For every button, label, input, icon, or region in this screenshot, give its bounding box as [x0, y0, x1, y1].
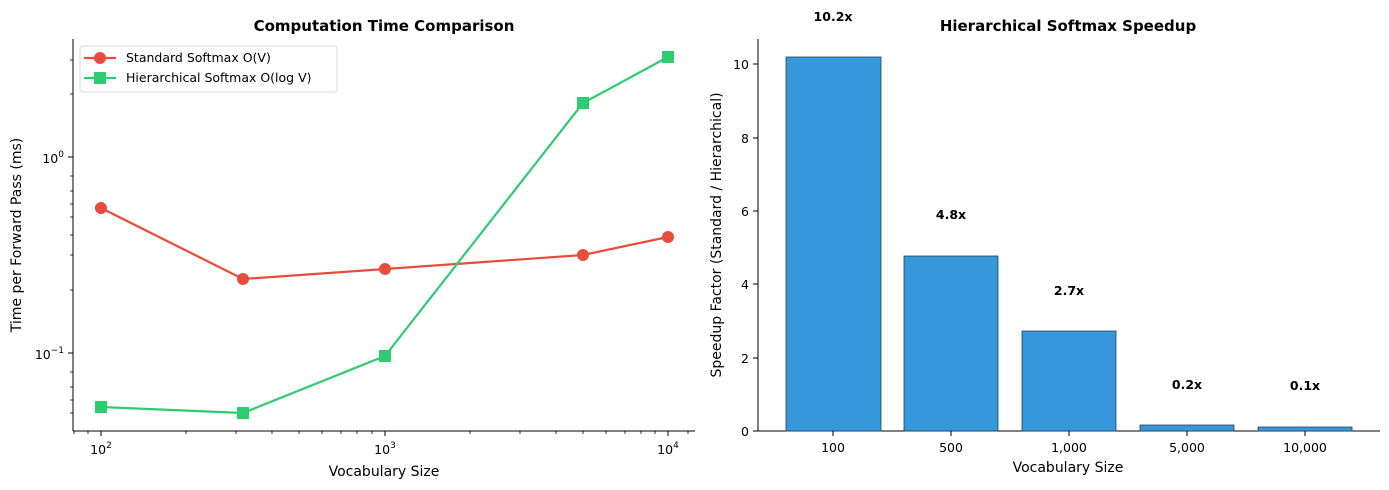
svg-text:Hierarchical Softmax O(log V): Hierarchical Softmax O(log V)	[126, 70, 312, 85]
right-chart-title: Hierarchical Softmax Speedup	[940, 17, 1197, 35]
right-x-tick-label: 500	[939, 440, 963, 455]
left-y-minor-ticks	[70, 59, 73, 414]
data-point	[662, 51, 674, 63]
right-y-tick-label: 2	[741, 351, 749, 366]
right-y-tick-label: 10	[733, 57, 749, 72]
right-chart: Hierarchical Softmax Speedup 0 2 4 6 8 1…	[709, 9, 1380, 476]
bar	[785, 56, 882, 432]
right-x-tick-label: 100	[821, 440, 845, 455]
data-point	[379, 350, 391, 362]
circle-marker-icon	[94, 52, 106, 64]
left-y-major-ticks	[68, 156, 73, 354]
right-x-tick-label: 1,000	[1051, 440, 1087, 455]
left-x-tick-label: 103	[374, 441, 396, 457]
data-point	[237, 407, 249, 419]
bar	[1257, 426, 1353, 432]
data-point	[95, 401, 107, 413]
right-x-tick-label: 5,000	[1169, 440, 1205, 455]
bar-value-label: 10.2x	[814, 9, 853, 24]
left-x-tick-label: 102	[90, 441, 112, 457]
right-y-axis-label: Speedup Factor (Standard / Hierarchical)	[709, 92, 725, 377]
left-x-tick-label: 104	[657, 441, 679, 457]
data-point	[95, 202, 107, 214]
legend: Standard Softmax O(V) Hierarchical Softm…	[79, 45, 338, 93]
left-x-minor-ticks	[73, 431, 689, 434]
svg-text:Standard Softmax O(V): Standard Softmax O(V)	[126, 50, 271, 65]
data-point	[662, 231, 674, 243]
data-point	[577, 97, 589, 109]
bars	[785, 56, 1353, 432]
right-y-tick-label: 0	[741, 424, 749, 439]
right-y-tick-label: 8	[741, 131, 749, 146]
legend-item-standard: Standard Softmax O(V)	[84, 50, 271, 65]
left-chart: Computation Time Comparison	[9, 17, 695, 480]
right-y-ticks	[753, 63, 758, 432]
left-y-tick-label: 100	[42, 150, 64, 166]
bar-value-label: 0.1x	[1290, 378, 1320, 393]
left-x-axis-label: Vocabulary Size	[329, 464, 440, 480]
bar	[1139, 424, 1235, 432]
right-x-ticks	[832, 431, 1306, 436]
bar	[1021, 330, 1117, 432]
bar-value-label: 0.2x	[1172, 377, 1202, 392]
series-standard-softmax	[95, 202, 674, 285]
bar	[903, 255, 999, 432]
left-y-tick-label: 10−1	[35, 346, 64, 362]
right-x-tick-label: 10,000	[1283, 440, 1327, 455]
right-x-axis-label: Vocabulary Size	[1013, 460, 1124, 476]
data-point	[379, 263, 391, 275]
bar-value-label: 4.8x	[936, 207, 966, 222]
square-marker-icon	[94, 72, 106, 84]
right-y-tick-label: 6	[741, 204, 749, 219]
series-hierarchical-softmax	[95, 51, 674, 419]
legend-item-hierarchical: Hierarchical Softmax O(log V)	[84, 70, 312, 85]
bar-value-label: 2.7x	[1054, 283, 1084, 298]
data-point	[577, 249, 589, 261]
left-chart-title: Computation Time Comparison	[254, 17, 515, 35]
data-point	[237, 273, 249, 285]
right-y-tick-label: 4	[741, 277, 749, 292]
left-y-axis-label: Time per Forward Pass (ms)	[9, 138, 25, 333]
left-x-major-ticks	[100, 431, 669, 436]
